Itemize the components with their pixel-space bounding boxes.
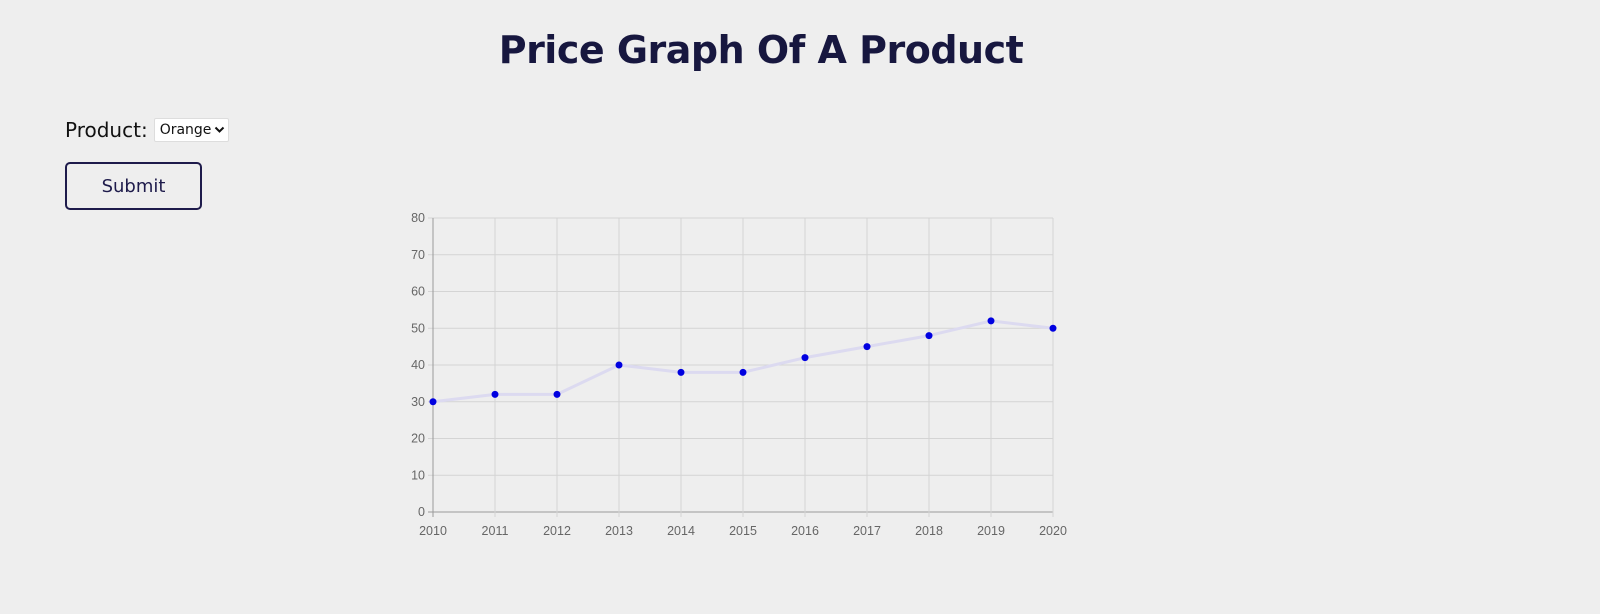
data-point bbox=[491, 390, 499, 398]
data-point bbox=[615, 361, 623, 369]
chart-grid bbox=[428, 217, 1054, 517]
product-label: Product: bbox=[65, 118, 148, 142]
y-tick-label: 40 bbox=[411, 358, 425, 372]
y-tick-label: 60 bbox=[411, 285, 425, 299]
price-chart: 0 10 20 30 40 50 60 70 80 2010 2011 2012 2013 2014 201… bbox=[411, 211, 1067, 538]
data-point bbox=[863, 343, 871, 351]
x-tick-label: 2015 bbox=[729, 524, 757, 538]
data-point bbox=[677, 368, 685, 376]
y-tick-label: 0 bbox=[418, 505, 425, 519]
submit-button[interactable]: Submit bbox=[65, 162, 202, 210]
x-tick-label: 2018 bbox=[915, 524, 943, 538]
data-point bbox=[1049, 324, 1057, 332]
y-tick-label: 10 bbox=[411, 468, 425, 482]
data-point bbox=[987, 317, 995, 325]
data-point bbox=[801, 354, 809, 362]
x-tick-label: 2012 bbox=[543, 524, 571, 538]
x-tick-label: 2014 bbox=[667, 524, 695, 538]
data-point bbox=[739, 368, 747, 376]
data-point bbox=[553, 390, 561, 398]
y-tick-label: 20 bbox=[411, 432, 425, 446]
product-row: Product: Orange bbox=[65, 118, 230, 142]
data-point bbox=[925, 332, 933, 340]
x-tick-label: 2016 bbox=[791, 524, 819, 538]
y-tick-label: 30 bbox=[411, 395, 425, 409]
chevron-down-icon bbox=[215, 126, 225, 133]
product-select-value: Orange bbox=[159, 122, 212, 138]
y-tick-label: 50 bbox=[411, 321, 425, 335]
x-tick-label: 2017 bbox=[853, 524, 881, 538]
x-tick-label: 2011 bbox=[482, 524, 509, 538]
page-title: Price Graph Of A Product bbox=[498, 28, 1024, 72]
x-tick-label: 2020 bbox=[1039, 524, 1067, 538]
x-tick-label: 2013 bbox=[605, 524, 633, 538]
data-point bbox=[429, 398, 437, 406]
y-tick-label: 70 bbox=[411, 248, 425, 262]
x-tick-label: 2019 bbox=[977, 524, 1005, 538]
product-select[interactable]: Orange bbox=[153, 118, 230, 142]
y-tick-label: 80 bbox=[411, 211, 425, 225]
x-tick-label: 2010 bbox=[419, 524, 447, 538]
